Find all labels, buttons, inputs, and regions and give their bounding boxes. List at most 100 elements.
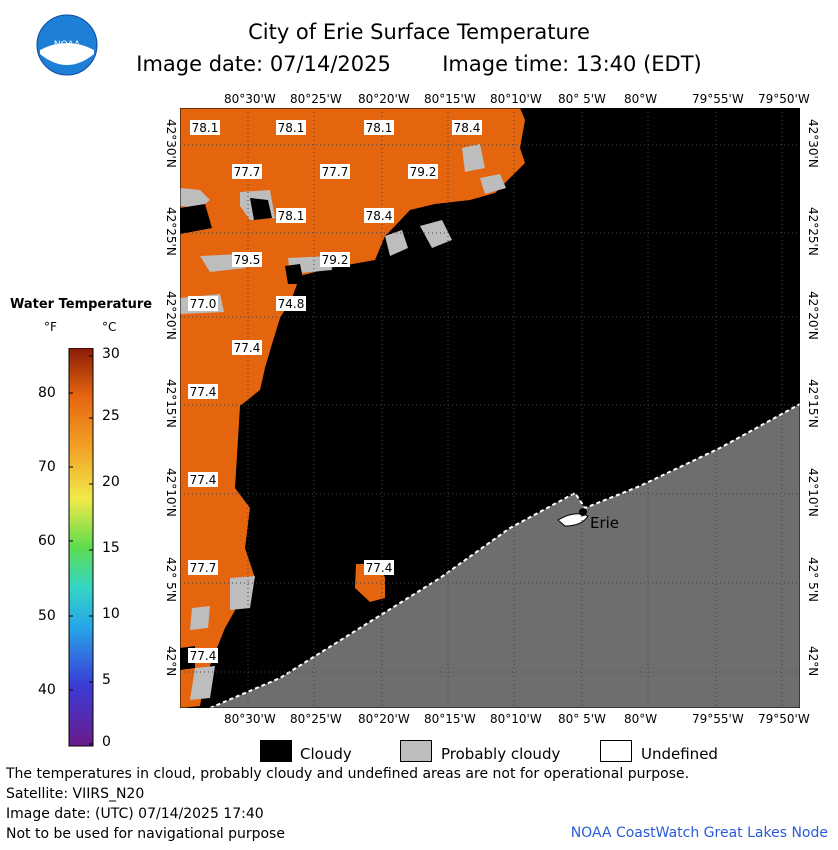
shoreline: [209, 403, 800, 708]
image-datetime: Image date: 07/14/2025 Image time: 13:40…: [0, 52, 838, 76]
credit-link[interactable]: NOAA CoastWatch Great Lakes Node: [570, 825, 828, 841]
top-longitude-label: 79°55'W: [692, 92, 744, 106]
disclaimer-note: The temperatures in cloud, probably clou…: [6, 766, 690, 782]
celsius-tick-label: 10: [102, 606, 120, 622]
temperature-label: 77.4: [188, 648, 218, 663]
water-temperature-area: [180, 108, 525, 708]
left-latitude-label: 42° 5'N: [164, 557, 178, 602]
fahrenheit-tick-label: 80: [38, 385, 56, 401]
temperature-label: 78.1: [276, 208, 306, 223]
noaa-logo: NOAA: [36, 14, 98, 76]
fahrenheit-tick-label: 60: [38, 533, 56, 549]
left-latitude-label: 42°N: [164, 646, 178, 677]
temperature-label: 78.4: [364, 208, 394, 223]
svg-text:77.4: 77.4: [190, 649, 217, 663]
right-latitude-label: 42°15'N: [806, 379, 820, 428]
bottom-longitude-label: 80°W: [624, 712, 658, 726]
svg-text:78.4: 78.4: [366, 209, 393, 223]
fahrenheit-tick-label: 50: [38, 608, 56, 624]
celsius-tick-label: 20: [102, 474, 120, 490]
temperature-label: 77.7: [188, 560, 218, 575]
svg-text:78.1: 78.1: [278, 209, 305, 223]
probably-cloudy-area: [180, 144, 506, 700]
cloudy-key-label: Cloudy: [300, 745, 352, 763]
satellite-note: Satellite: VIIRS_N20: [6, 786, 145, 802]
right-latitude-label: 42°30'N: [806, 119, 820, 168]
left-latitude-label: 42°25'N: [164, 207, 178, 256]
top-longitude-label: 80°15'W: [424, 92, 476, 106]
svg-text:77.7: 77.7: [190, 561, 217, 575]
celsius-tick-label: 0: [102, 734, 111, 750]
svg-text:78.4: 78.4: [454, 121, 481, 135]
navigation-note: Not to be used for navigational purpose: [6, 826, 285, 842]
top-longitude-label: 80° 5'W: [558, 92, 606, 106]
bottom-longitude-label: 80°25'W: [290, 712, 342, 726]
bottom-longitude-label: 80°10'W: [490, 712, 542, 726]
temperature-labels: 78.1 78.1 78.1 78.4 77.7 77.7 79.2 78.1 78.4 79.5…: [188, 120, 482, 663]
top-longitude-label: 80°25'W: [290, 92, 342, 106]
land-area: [210, 404, 800, 708]
temperature-label: 77.7: [320, 164, 350, 179]
image-time: Image time: 13:40 (EDT): [442, 52, 702, 76]
cloud-patches: [180, 198, 304, 670]
svg-text:74.8: 74.8: [278, 297, 305, 311]
bottom-longitude-label: 80°15'W: [424, 712, 476, 726]
bottom-longitude-label: 80°30'W: [224, 712, 276, 726]
graticule: [180, 108, 800, 708]
temperature-label: 77.0: [188, 296, 218, 311]
svg-text:79.2: 79.2: [322, 253, 349, 267]
erie-city-label: Erie: [590, 514, 619, 532]
right-latitude-label: 42°25'N: [806, 207, 820, 256]
temperature-label: 79.2: [408, 164, 438, 179]
bottom-longitude-label: 80°20'W: [358, 712, 410, 726]
top-longitude-label: 79°50'W: [758, 92, 810, 106]
bottom-longitude-label: 79°55'W: [692, 712, 744, 726]
top-longitude-label: 80°10'W: [490, 92, 542, 106]
left-latitude-label: 42°20'N: [164, 291, 178, 340]
top-longitude-label: 80°W: [624, 92, 658, 106]
fahrenheit-tick-label: 40: [38, 682, 56, 698]
probably-cloudy-key-label: Probably cloudy: [441, 745, 561, 763]
temperature-label: 77.4: [188, 472, 218, 487]
undefined-key-label: Undefined: [641, 745, 718, 763]
temperature-label: 79.2: [320, 252, 350, 267]
svg-text:77.7: 77.7: [234, 165, 261, 179]
left-latitude-label: 42°15'N: [164, 379, 178, 428]
svg-text:78.1: 78.1: [278, 121, 305, 135]
svg-text:77.4: 77.4: [190, 385, 217, 399]
svg-text:77.4: 77.4: [190, 473, 217, 487]
legend-unit-f: °F: [44, 320, 57, 334]
right-latitude-label: 42°20'N: [806, 291, 820, 340]
temperature-label: 78.1: [276, 120, 306, 135]
temperature-label: 79.5: [232, 252, 262, 267]
left-latitude-label: 42°30'N: [164, 119, 178, 168]
svg-text:77.7: 77.7: [322, 165, 349, 179]
erie-city-marker: [579, 508, 587, 516]
legend-title: Water Temperature: [10, 297, 153, 312]
right-latitude-label: 42° 5'N: [806, 557, 820, 602]
right-latitude-label: 42°N: [806, 646, 820, 677]
bottom-longitude-label: 80° 5'W: [558, 712, 606, 726]
fahrenheit-tick-label: 70: [38, 459, 56, 475]
celsius-tick-label: 5: [102, 672, 111, 688]
temperature-label: 78.1: [364, 120, 394, 135]
temperature-label: 77.4: [364, 560, 394, 575]
temperature-label: 78.4: [452, 120, 482, 135]
svg-text:77.4: 77.4: [234, 341, 261, 355]
top-longitude-label: 80°30'W: [224, 92, 276, 106]
presque-isle: [557, 513, 589, 527]
temperature-label: 77.7: [232, 164, 262, 179]
svg-text:79.2: 79.2: [410, 165, 437, 179]
top-longitude-label: 80°20'W: [358, 92, 410, 106]
svg-text:78.1: 78.1: [192, 121, 219, 135]
temperature-label: 77.4: [232, 340, 262, 355]
celsius-tick-label: 25: [102, 408, 120, 424]
temperature-label: 78.1: [190, 120, 220, 135]
celsius-tick-label: 15: [102, 540, 120, 556]
legend-colorbar: [68, 348, 94, 747]
legend-unit-c: °C: [102, 320, 117, 334]
svg-text:79.5: 79.5: [234, 253, 261, 267]
svg-text:77.4: 77.4: [366, 561, 393, 575]
svg-text:78.1: 78.1: [366, 121, 393, 135]
temperature-label: 74.8: [276, 296, 306, 311]
